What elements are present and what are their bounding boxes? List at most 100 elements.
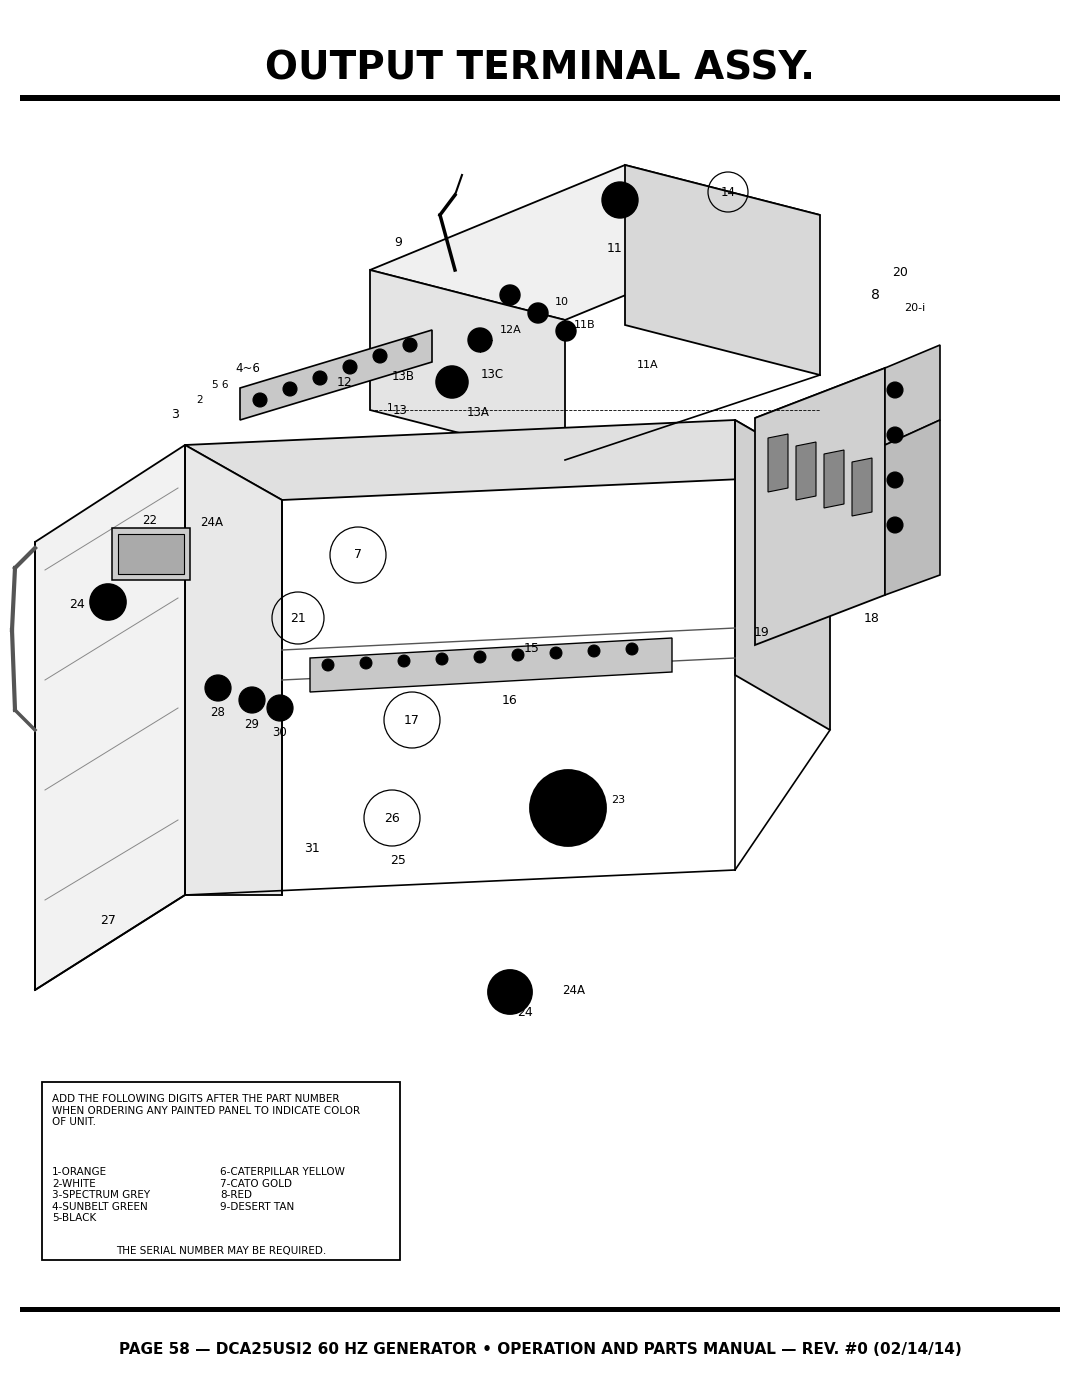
- Circle shape: [403, 338, 417, 352]
- Polygon shape: [885, 420, 940, 595]
- Bar: [112, 528, 190, 580]
- Circle shape: [283, 381, 297, 395]
- Text: 27: 27: [100, 914, 116, 926]
- Text: 13C: 13C: [481, 367, 503, 380]
- Circle shape: [530, 770, 606, 847]
- Circle shape: [528, 303, 548, 323]
- Text: 30: 30: [272, 726, 287, 739]
- Polygon shape: [755, 367, 900, 432]
- Text: 1: 1: [387, 402, 393, 414]
- Circle shape: [546, 787, 590, 830]
- Circle shape: [373, 349, 387, 363]
- Text: 17: 17: [404, 714, 420, 726]
- Circle shape: [550, 647, 562, 659]
- Text: 7: 7: [354, 549, 362, 562]
- Text: +: +: [563, 800, 573, 814]
- Circle shape: [399, 655, 410, 666]
- Text: 28: 28: [211, 707, 226, 719]
- Circle shape: [360, 657, 372, 669]
- Polygon shape: [625, 165, 820, 374]
- Circle shape: [322, 659, 334, 671]
- Polygon shape: [852, 458, 872, 515]
- Circle shape: [887, 381, 903, 398]
- Polygon shape: [824, 450, 843, 509]
- Text: 3: 3: [171, 408, 179, 422]
- Text: OUTPUT TERMINAL ASSY.: OUTPUT TERMINAL ASSY.: [265, 49, 815, 87]
- Circle shape: [267, 694, 293, 721]
- Polygon shape: [755, 367, 885, 645]
- Text: 13: 13: [393, 404, 408, 416]
- Text: 24: 24: [517, 1006, 532, 1018]
- Circle shape: [887, 427, 903, 443]
- Text: 19: 19: [754, 626, 770, 640]
- Circle shape: [602, 182, 638, 218]
- Text: 21: 21: [291, 612, 306, 624]
- Polygon shape: [310, 638, 672, 692]
- Circle shape: [626, 643, 638, 655]
- Text: 12A: 12A: [500, 326, 522, 335]
- Text: 8: 8: [870, 288, 879, 302]
- Text: 13A: 13A: [467, 405, 489, 419]
- Text: THE SERIAL NUMBER MAY BE REQUIRED.: THE SERIAL NUMBER MAY BE REQUIRED.: [116, 1246, 326, 1256]
- Circle shape: [588, 645, 600, 657]
- Text: 1-ORANGE
2-WHITE
3-SPECTRUM GREY
4-SUNBELT GREEN
5-BLACK: 1-ORANGE 2-WHITE 3-SPECTRUM GREY 4-SUNBE…: [52, 1166, 150, 1224]
- Polygon shape: [35, 446, 185, 990]
- Text: 14: 14: [720, 186, 735, 198]
- Circle shape: [239, 687, 265, 712]
- Text: 24A: 24A: [562, 983, 585, 996]
- Text: 20-i: 20-i: [904, 303, 926, 313]
- Circle shape: [500, 285, 519, 305]
- Text: 6-CATERPILLAR YELLOW
7-CATO GOLD
8-RED
9-DESERT TAN: 6-CATERPILLAR YELLOW 7-CATO GOLD 8-RED 9…: [220, 1166, 345, 1211]
- Text: 25: 25: [390, 854, 406, 866]
- Text: 9: 9: [394, 236, 402, 249]
- Text: 11B: 11B: [575, 320, 596, 330]
- Text: 5 6: 5 6: [212, 380, 228, 390]
- Bar: [21, 1308, 1059, 1312]
- Circle shape: [474, 651, 486, 664]
- Circle shape: [488, 970, 532, 1014]
- Circle shape: [343, 360, 357, 374]
- Text: 29: 29: [244, 718, 259, 732]
- Polygon shape: [885, 345, 940, 446]
- Circle shape: [512, 650, 524, 661]
- Bar: [42, 1083, 400, 1260]
- Circle shape: [436, 366, 468, 398]
- Text: 13B: 13B: [392, 369, 415, 383]
- Text: 11: 11: [607, 242, 623, 254]
- Circle shape: [253, 393, 267, 407]
- Polygon shape: [240, 330, 432, 420]
- Circle shape: [205, 675, 231, 701]
- Circle shape: [436, 652, 448, 665]
- Text: 12: 12: [336, 376, 352, 388]
- Circle shape: [556, 321, 576, 341]
- Polygon shape: [768, 434, 788, 492]
- Polygon shape: [370, 270, 565, 460]
- Text: 23: 23: [611, 795, 625, 805]
- Text: 11A: 11A: [637, 360, 659, 370]
- Bar: [118, 534, 184, 574]
- Text: 22: 22: [143, 514, 158, 527]
- Text: 16: 16: [502, 693, 518, 707]
- Circle shape: [887, 472, 903, 488]
- Text: 18: 18: [864, 612, 880, 624]
- Text: 31: 31: [305, 841, 320, 855]
- Text: ADD THE FOLLOWING DIGITS AFTER THE PART NUMBER
WHEN ORDERING ANY PAINTED PANEL T: ADD THE FOLLOWING DIGITS AFTER THE PART …: [52, 1094, 360, 1127]
- Polygon shape: [185, 420, 831, 500]
- Polygon shape: [185, 446, 282, 895]
- Text: 4~6: 4~6: [235, 362, 260, 374]
- Text: 26: 26: [384, 812, 400, 824]
- Circle shape: [313, 372, 327, 386]
- Text: 2: 2: [197, 395, 203, 405]
- Circle shape: [468, 328, 492, 352]
- Circle shape: [887, 517, 903, 534]
- Text: PAGE 58 — DCA25USI2 60 HZ GENERATOR • OPERATION AND PARTS MANUAL — REV. #0 (02/1: PAGE 58 — DCA25USI2 60 HZ GENERATOR • OP…: [119, 1343, 961, 1358]
- Polygon shape: [370, 165, 820, 320]
- Text: 15: 15: [524, 641, 540, 655]
- Text: 25A: 25A: [576, 793, 597, 803]
- Text: 20: 20: [892, 265, 908, 278]
- Polygon shape: [735, 420, 831, 731]
- Text: 10: 10: [555, 298, 569, 307]
- Circle shape: [90, 584, 126, 620]
- Text: 24: 24: [69, 598, 85, 610]
- Bar: [21, 95, 1059, 101]
